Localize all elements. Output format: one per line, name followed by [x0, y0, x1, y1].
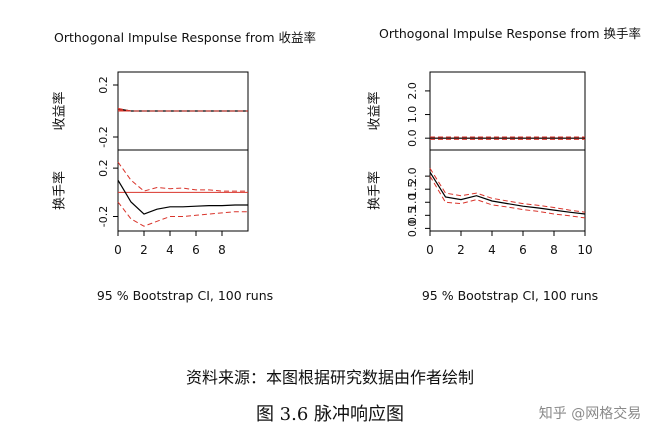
series-line-estimate [117, 179, 248, 215]
y-tick-label: 1.0 [406, 194, 419, 212]
y-tick-label: 0.0 [406, 220, 419, 238]
chart-irf-from-turnover: Orthogonal Impulse Response from 换手率 95 … [367, 26, 642, 303]
series-line-upper [429, 168, 586, 213]
x-tick-label: 10 [577, 243, 592, 257]
x-tick-label: 2 [457, 243, 465, 257]
y-tick-label: -0.2 [97, 126, 110, 147]
watermark: 知乎 @网格交易 [539, 405, 641, 422]
chart-title: Orthogonal Impulse Response from 换手率 [379, 26, 641, 41]
figure-caption: 图 3.6 脉冲响应图 [256, 404, 404, 425]
chart-footer: 95 % Bootstrap CI, 100 runs [97, 288, 273, 303]
y-tick-label: 0.0 [406, 129, 419, 147]
x-tick-label: 6 [519, 243, 527, 257]
chart-title: Orthogonal Impulse Response from 收益率 [54, 30, 316, 45]
series-line-lower [117, 201, 248, 227]
x-tick-label: 0 [426, 243, 434, 257]
x-tick-label: 2 [140, 243, 148, 257]
y-tick-label: 2.0 [406, 82, 419, 100]
plot-frame [429, 71, 586, 232]
y-tick-label: 1.0 [406, 106, 419, 124]
x-tick-label: 0 [114, 243, 122, 257]
series-line-estimate [429, 171, 586, 215]
source-caption: 资料来源：本图根据研究数据由作者绘制 [186, 368, 474, 387]
panel-label: 换手率 [52, 171, 68, 210]
chart-footer: 95 % Bootstrap CI, 100 runs [422, 288, 598, 303]
series-line-lower [117, 109, 248, 112]
y-tick-label: 2.0 [406, 167, 419, 185]
panel-label: 换手率 [367, 171, 383, 210]
series-line-lower [429, 175, 586, 219]
x-tick-label: 8 [550, 243, 558, 257]
x-tick-label: 4 [488, 243, 496, 257]
series-line-upper [117, 161, 248, 192]
y-tick-label: 0.5 [406, 207, 419, 225]
plot-frame [117, 71, 249, 232]
y-tick-label: 0.2 [97, 76, 110, 94]
x-tick-label: 4 [166, 243, 174, 257]
chart-marks: 0.2 -0.2 收益率 0.2 -0.2 换手率 0 2 4 6 8 [52, 71, 249, 257]
chart-irf-from-returns: Orthogonal Impulse Response from 收益率 95 … [52, 30, 317, 303]
y-tick-label: 0.2 [97, 159, 110, 177]
x-tick-label: 6 [192, 243, 200, 257]
panel-label: 收益率 [52, 91, 68, 130]
y-tick-label: 1.5 [406, 180, 419, 198]
panel-label: 收益率 [367, 91, 383, 130]
y-tick-label: -0.2 [97, 206, 110, 227]
x-tick-label: 8 [218, 243, 226, 257]
